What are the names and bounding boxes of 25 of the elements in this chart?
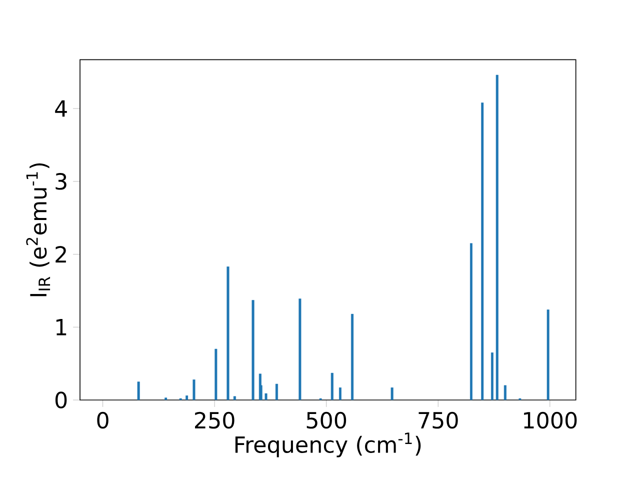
bar xyxy=(504,385,506,400)
bar xyxy=(330,372,334,400)
y-tick-label: 1 xyxy=(56,319,66,336)
y-tick-label: 0 xyxy=(55,392,67,408)
bar xyxy=(233,396,236,400)
x-tick-label: 1000 xyxy=(524,412,577,429)
bar xyxy=(470,243,472,400)
bar xyxy=(496,74,498,400)
bar xyxy=(252,300,254,400)
y-tick-label: 4 xyxy=(55,100,67,117)
y-axis-title: I$_{IR}$ (e$^{2}$emu$^{-1}$) xyxy=(26,163,50,296)
bar xyxy=(351,314,354,400)
bar xyxy=(490,352,494,400)
y-tick-label: 3 xyxy=(56,173,66,190)
y-tick-label: 2 xyxy=(56,246,66,263)
x-axis-title: Frequency (cm$^{-1}$) xyxy=(235,432,421,458)
bar xyxy=(186,395,188,400)
x-tick-label: 250 xyxy=(195,412,234,429)
x-tick-label: 500 xyxy=(306,412,346,429)
x-tick-label: 750 xyxy=(418,412,458,429)
bar xyxy=(481,102,484,400)
bar xyxy=(137,382,140,400)
x-tick-label: 0 xyxy=(97,412,108,429)
bar xyxy=(226,266,230,400)
bar xyxy=(275,384,278,400)
